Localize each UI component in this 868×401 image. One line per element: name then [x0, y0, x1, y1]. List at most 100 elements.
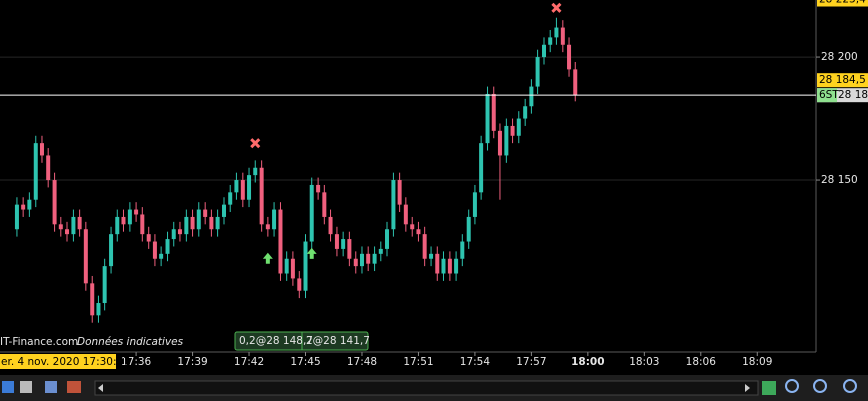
candle-body: [39, 143, 44, 156]
x-tick-label: 17:39: [177, 356, 207, 368]
candle-body: [33, 143, 38, 200]
toolbar-icon[interactable]: [2, 381, 14, 393]
candle-body: [159, 253, 164, 259]
x-tick-label: 18:00: [571, 356, 604, 368]
candle-body: [366, 253, 371, 264]
x-tick-label: 17:54: [460, 356, 491, 368]
scroll-right[interactable]: [745, 384, 750, 392]
candle-body: [485, 93, 490, 144]
candle-body: [341, 239, 346, 249]
candle-body: [265, 224, 270, 230]
buy-marker: [262, 252, 273, 264]
candle-body: [460, 241, 465, 259]
candle-body: [454, 258, 459, 274]
plot: 28 150 28 200 17:36 17:39 17:42 17:45 17:48 17:…: [0, 0, 868, 368]
candle-body: [479, 143, 484, 193]
candle-body: [516, 118, 521, 136]
candle-body: [146, 234, 151, 242]
toolbar-icon[interactable]: [762, 381, 776, 395]
candle-body: [385, 229, 390, 249]
candle-body: [353, 258, 358, 267]
zoom-out-icon[interactable]: [813, 379, 827, 393]
candle-body: [535, 57, 540, 87]
candle-body: [177, 229, 182, 235]
scrollbar[interactable]: [94, 380, 759, 396]
crosshair-time-box: [0, 354, 116, 369]
candle-body: [372, 253, 377, 264]
candle-body: [410, 224, 415, 230]
zoom-icon[interactable]: [785, 379, 799, 393]
candle-body: [222, 204, 226, 217]
x-tick-label: 18:09: [742, 356, 772, 368]
x-tick-label: 18:03: [629, 356, 659, 368]
candle-body: [491, 93, 496, 131]
candle-body: [247, 175, 252, 200]
candle-body: [115, 216, 120, 235]
sell-marker: [551, 2, 562, 13]
trade-label: 0,2@28 148,7: [239, 335, 313, 347]
candle-body: [422, 234, 427, 259]
candle-body: [165, 239, 170, 254]
candle-body: [14, 204, 19, 230]
candle-body: [109, 234, 114, 267]
candle-body: [316, 184, 321, 193]
note: Données indicatives: [77, 336, 184, 348]
candle-body: [378, 248, 383, 254]
candle-body: [234, 180, 239, 193]
candle-body: [96, 303, 101, 316]
candle-body: [83, 229, 88, 284]
candle-body: [259, 167, 264, 225]
candle-body: [548, 37, 553, 45]
candle-body: [203, 209, 208, 217]
zoom-in-icon[interactable]: [843, 379, 857, 393]
candle-body: [542, 44, 546, 58]
candle-body: [567, 44, 572, 70]
candle-body: [71, 216, 76, 235]
x-tick-label: 17:45: [290, 356, 320, 368]
top-price-label: 28 223,4: [819, 0, 866, 6]
candle-body: [102, 266, 107, 304]
candle-body: [196, 209, 201, 230]
crosshair-tag-box: [817, 88, 837, 103]
candle-body: [347, 239, 352, 259]
candle-body: [529, 86, 534, 107]
candle-body: [441, 258, 446, 274]
candle-body: [253, 167, 258, 176]
candle-body: [27, 199, 32, 210]
candle-body: [215, 216, 220, 230]
candle-body: [429, 253, 434, 259]
candle-body: [560, 27, 565, 45]
last-price-box: [817, 73, 868, 88]
y-tick-label: 28 200: [821, 51, 858, 63]
candle-body: [65, 229, 70, 235]
buy-marker: [306, 247, 317, 259]
candle-body: [397, 180, 402, 205]
x-tick-label: 17:51: [403, 356, 433, 368]
candle-body: [554, 27, 559, 38]
toolbar-icon[interactable]: [67, 381, 81, 393]
candle-body: [303, 241, 308, 291]
trade-label: 2@28 141,7: [306, 335, 370, 347]
candle-body: [134, 209, 139, 215]
candle-body: [190, 216, 195, 230]
source: IT-Finance.com: [0, 336, 78, 348]
candle-body: [121, 216, 126, 225]
toolbar-icon[interactable]: [45, 381, 57, 393]
candle-body: [523, 106, 528, 119]
candle-body: [510, 125, 515, 136]
candle-body: [240, 180, 245, 200]
y-tick-label: 28 150: [821, 174, 858, 186]
candle-body: [504, 125, 509, 156]
x-tick-label: 17:36: [121, 356, 152, 368]
candle-body: [290, 258, 295, 279]
crosshair-label: 28 184,5: [838, 89, 868, 101]
x-tick-label: 17:48: [347, 356, 377, 368]
x-tick-label: 18:06: [686, 356, 717, 368]
scroll-left[interactable]: [98, 384, 103, 392]
candle-body: [184, 216, 189, 235]
toolbar-icon[interactable]: [20, 381, 32, 393]
candle-body: [77, 216, 82, 230]
candle-body: [573, 69, 578, 96]
candle-body: [472, 192, 477, 217]
candle-body: [322, 192, 327, 217]
